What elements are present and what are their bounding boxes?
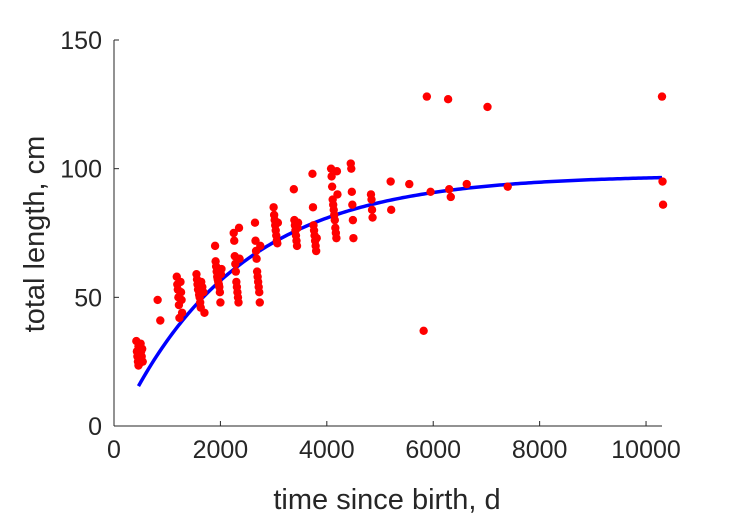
data-point <box>503 182 512 191</box>
data-point <box>199 287 208 297</box>
data-point <box>293 218 303 227</box>
y-tick-label: 50 <box>74 284 102 312</box>
data-point <box>348 200 357 209</box>
data-point <box>229 228 238 238</box>
data-point <box>153 295 162 305</box>
y-tick-label: 100 <box>60 156 102 184</box>
data-point <box>256 241 265 251</box>
axes: 0 2000 4000 6000 8000 10000 0 50 100 150 <box>60 27 681 464</box>
data-point <box>273 239 282 248</box>
data-point <box>217 264 226 274</box>
data-point <box>332 167 342 176</box>
data-point <box>176 287 186 297</box>
data-point <box>134 361 143 370</box>
data-point <box>367 205 377 215</box>
data-point <box>658 177 667 186</box>
data-point <box>311 246 321 256</box>
data-point <box>368 213 377 222</box>
data-point <box>422 92 432 101</box>
data-point <box>234 298 243 307</box>
data-point <box>327 172 336 181</box>
data-point <box>349 233 358 243</box>
data-point <box>215 287 225 297</box>
data-point <box>347 164 356 173</box>
y-tick-label: 0 <box>88 413 102 441</box>
data-point <box>386 177 395 186</box>
data-point <box>347 187 357 197</box>
data-point <box>250 218 260 227</box>
x-tick-label: 0 <box>107 436 121 464</box>
data-point <box>176 277 185 287</box>
data-points-layer <box>132 92 668 370</box>
data-point <box>332 233 341 243</box>
data-point <box>216 298 225 307</box>
data-point <box>348 215 358 225</box>
data-point <box>255 287 264 297</box>
fit-curve-layer <box>136 175 663 387</box>
data-point <box>658 200 668 209</box>
data-point <box>386 205 396 215</box>
data-point <box>230 236 239 245</box>
x-tick-label: 2000 <box>193 436 249 464</box>
data-point <box>327 182 337 191</box>
data-point <box>405 179 414 189</box>
data-point <box>255 298 264 307</box>
data-point <box>177 308 187 317</box>
data-point <box>443 94 453 104</box>
data-point <box>235 254 244 263</box>
data-point <box>308 203 318 212</box>
data-point <box>444 185 454 194</box>
data-point <box>156 316 165 325</box>
x-tick-label: 4000 <box>299 436 355 464</box>
data-point <box>210 241 220 251</box>
data-point <box>308 169 317 179</box>
data-point <box>419 326 428 335</box>
data-point <box>312 233 321 243</box>
y-tick-label: 150 <box>60 27 102 55</box>
data-point <box>462 179 471 189</box>
data-point <box>273 218 283 227</box>
data-point <box>177 295 186 305</box>
data-point <box>269 203 278 212</box>
data-point <box>483 102 492 112</box>
data-point <box>330 215 339 225</box>
x-tick-label: 8000 <box>512 436 568 464</box>
data-point <box>657 92 667 101</box>
data-point <box>367 195 376 204</box>
data-point <box>200 308 209 317</box>
x-tick-label: 6000 <box>405 436 461 464</box>
data-point <box>426 187 435 197</box>
data-point <box>333 190 342 199</box>
x-axis-label: time since birth, d <box>273 484 500 516</box>
data-point <box>289 185 299 194</box>
data-point <box>252 254 261 263</box>
data-point <box>231 267 241 276</box>
data-point <box>446 192 455 202</box>
y-axis-label: total length, cm <box>19 136 51 333</box>
fit-curve-line <box>136 175 663 387</box>
data-point <box>136 339 145 348</box>
data-point <box>292 241 302 251</box>
x-tick-label: 10000 <box>611 436 681 464</box>
data-point <box>234 223 244 233</box>
